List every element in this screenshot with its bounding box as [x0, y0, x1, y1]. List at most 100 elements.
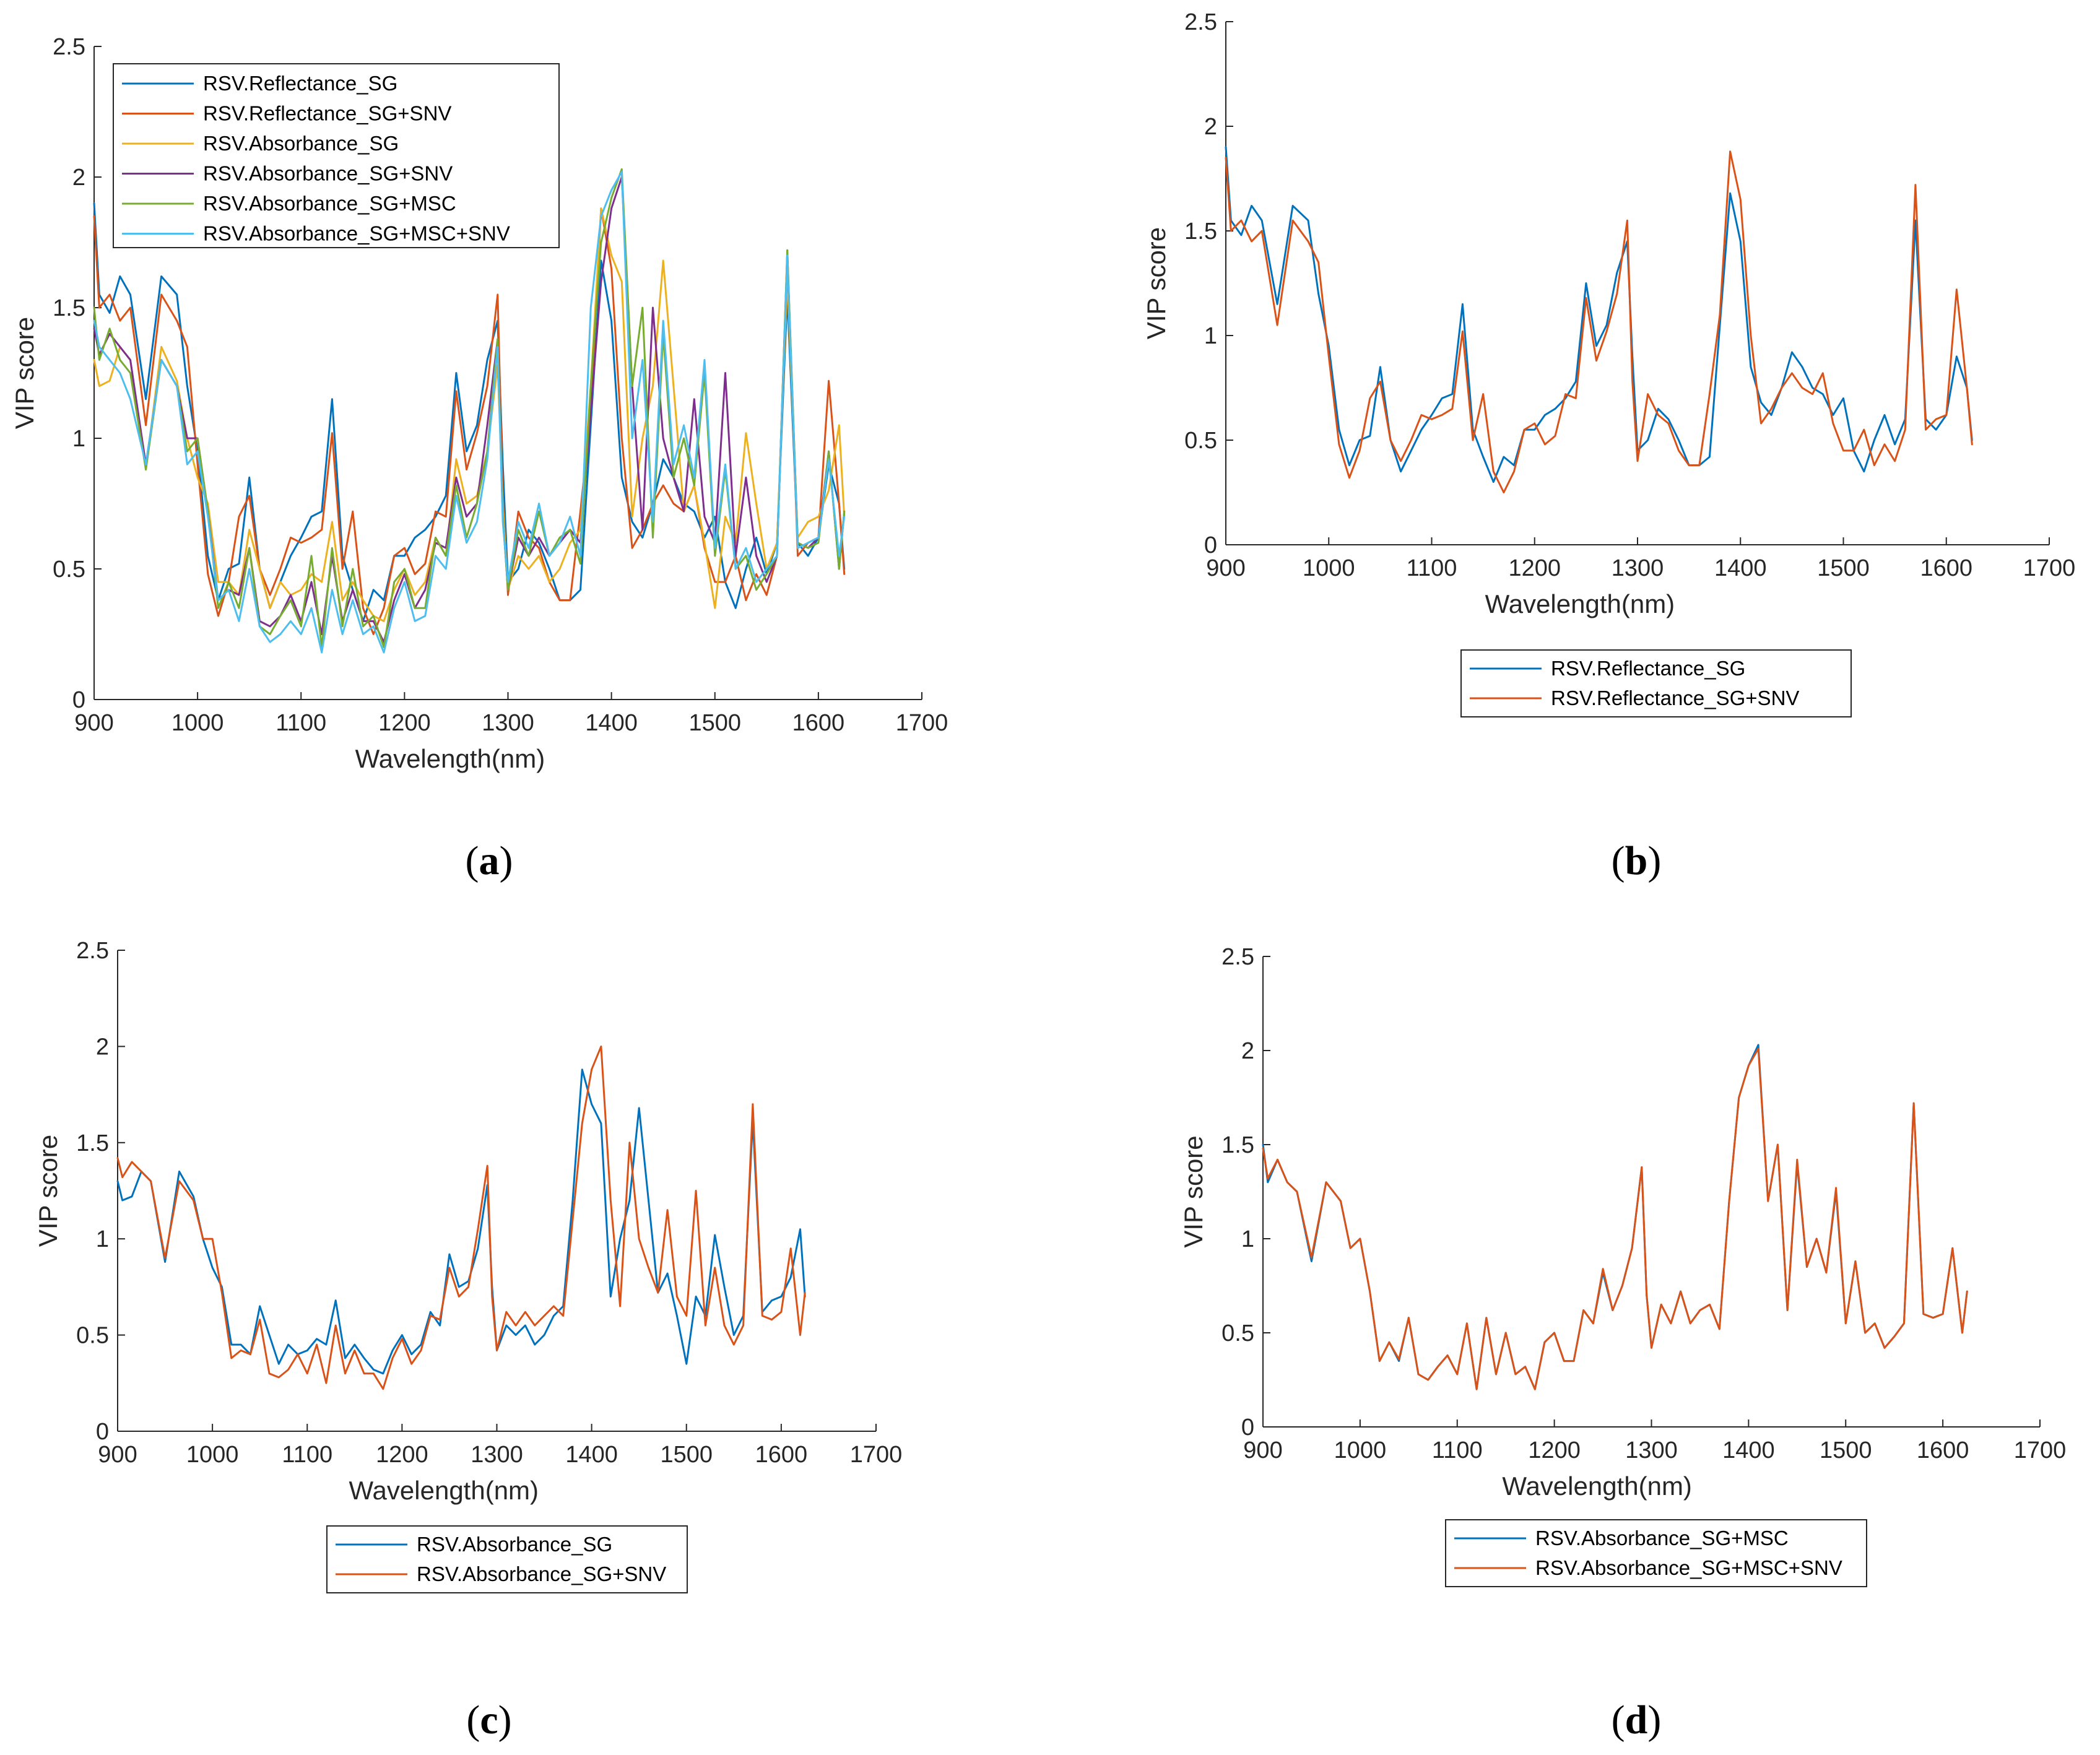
panel-caption: (d): [1612, 1697, 1662, 1743]
x-axis-title: Wavelength(nm): [349, 1476, 539, 1505]
y-tick-label: 2.5: [53, 34, 85, 60]
x-tick-label: 1100: [1407, 555, 1457, 581]
legend-label-1: RSV.Absorbance_SG+MSC: [1535, 1527, 1789, 1549]
y-tick-label: 0.5: [76, 1323, 109, 1349]
x-tick-label: 1000: [171, 710, 224, 736]
x-tick-label: 1100: [282, 1442, 332, 1468]
x-tick-label: 1500: [660, 1442, 713, 1468]
x-tick-label: 1200: [378, 710, 431, 736]
series-line-4: [93, 176, 846, 643]
y-tick-label: 1.5: [1221, 1132, 1254, 1158]
caption-letter: d: [1625, 1697, 1648, 1743]
y-tick-label: 1.5: [1184, 219, 1217, 245]
y-tick-label: 1: [96, 1226, 109, 1252]
caption-open: (: [1612, 1697, 1625, 1743]
y-axis-title: VIP score: [33, 1135, 63, 1247]
x-tick-label: 900: [74, 710, 113, 736]
x-tick-label: 1700: [850, 1442, 903, 1468]
legend-label-2: RSV.Reflectance_SG+SNV: [203, 102, 451, 125]
x-tick-label: 1100: [276, 710, 326, 736]
panel-caption: (c): [466, 1697, 511, 1743]
x-tick-label: 1000: [1334, 1437, 1387, 1463]
legend: RSV.Absorbance_SG+MSC RSV.Absorbance_SG+M…: [1445, 1519, 1867, 1587]
legend-label-6: RSV.Absorbance_SG+MSC+SNV: [203, 222, 510, 245]
y-tick-label: 1.5: [76, 1130, 109, 1156]
x-tick-label: 1000: [1303, 555, 1355, 581]
x-tick-label: 1300: [1612, 555, 1664, 581]
caption-letter: a: [479, 838, 500, 883]
legend-label-2: RSV.Reflectance_SG+SNV: [1551, 687, 1799, 709]
x-tick-label: 1300: [471, 1442, 523, 1468]
x-tick-label: 900: [98, 1442, 137, 1468]
y-axis-title: VIP score: [1179, 1135, 1208, 1247]
x-tick-label: 1100: [1432, 1437, 1483, 1463]
y-tick-label: 0: [1204, 532, 1217, 558]
legend: RSV.Absorbance_SG RSV.Absorbance_SG+SNV: [326, 1525, 688, 1593]
series-line-1: [116, 1068, 806, 1375]
legend: RSV.Reflectance_SG RSV.Reflectance_SG+SNV: [1460, 649, 1852, 717]
x-tick-label: 1300: [1625, 1437, 1678, 1463]
x-tick-label: 1600: [792, 710, 845, 736]
x-tick-label: 1200: [1508, 555, 1561, 581]
x-tick-label: 900: [1206, 555, 1245, 581]
y-axis-title: VIP score: [10, 317, 39, 429]
x-tick-label: 1500: [1820, 1437, 1872, 1463]
y-tick-label: 0: [1241, 1415, 1254, 1441]
x-tick-label: 1600: [1920, 555, 1972, 581]
caption-letter: b: [1625, 838, 1648, 883]
y-tick-label: 0: [72, 687, 85, 713]
chart-panel-b: 900 1000 1100 1200 1300 1400 1500 1600 1700 0 0.5 1…: [1142, 9, 2075, 883]
y-tick-label: 2.5: [76, 938, 109, 964]
x-axis-title: Wavelength(nm): [1485, 589, 1675, 618]
legend-label-2: RSV.Absorbance_SG+SNV: [417, 1562, 666, 1585]
caption-close: ): [1647, 1697, 1661, 1743]
x-axis-title: Wavelength(nm): [355, 744, 545, 773]
series-line-2: [93, 207, 846, 635]
y-tick-label: 0.5: [53, 557, 85, 583]
x-tick-label: 1400: [1722, 1437, 1775, 1463]
y-tick-label: 0.5: [1184, 428, 1217, 454]
series-line-2: [116, 1045, 806, 1390]
x-tick-label: 1400: [585, 710, 638, 736]
y-tick-label: 2: [1241, 1038, 1254, 1064]
y-tick-label: 1: [1241, 1226, 1254, 1252]
x-tick-label: 1300: [482, 710, 534, 736]
x-tick-label: 1400: [1714, 555, 1767, 581]
x-tick-label: 1500: [688, 710, 741, 736]
x-tick-label: 1700: [2023, 555, 2076, 581]
y-tick-label: 0.5: [1221, 1320, 1254, 1346]
legend-label-1: RSV.Reflectance_SG: [203, 72, 397, 95]
y-tick-label: 2: [1204, 114, 1217, 140]
x-tick-label: 1200: [376, 1442, 428, 1468]
chart-panel-c: 900 1000 1100 1200 1300 1400 1500 1600 1700 0 0.5 1…: [33, 938, 902, 1743]
x-tick-label: 1200: [1528, 1437, 1581, 1463]
series-line-2: [1225, 150, 1973, 493]
series-line-1: [1262, 1044, 1968, 1390]
legend-box: [1445, 1519, 1867, 1587]
caption-close: ): [500, 838, 513, 883]
series-line-2: [1262, 1047, 1968, 1390]
caption-open: (: [466, 1697, 480, 1743]
y-tick-label: 2: [96, 1034, 109, 1060]
x-axis-title: Wavelength(nm): [1502, 1471, 1692, 1501]
legend-label-1: RSV.Reflectance_SG: [1551, 657, 1745, 680]
y-tick-label: 1: [72, 426, 85, 452]
legend-label-5: RSV.Absorbance_SG+MSC: [203, 192, 456, 215]
x-tick-label: 1000: [186, 1442, 239, 1468]
caption-close: ): [1647, 838, 1661, 883]
x-tick-label: 1600: [1917, 1437, 1969, 1463]
caption-letter: c: [480, 1697, 498, 1743]
legend-box: [326, 1525, 688, 1593]
x-tick-label: 1400: [565, 1442, 618, 1468]
legend-label-2: RSV.Absorbance_SG+MSC+SNV: [1535, 1556, 1842, 1579]
caption-open: (: [1612, 838, 1625, 883]
legend-label-1: RSV.Absorbance_SG: [417, 1533, 612, 1556]
caption-open: (: [466, 838, 479, 883]
y-tick-label: 2: [72, 165, 85, 191]
chart-panel-a: 900 1000 1100 1200 1300 1400 1500 1600 1700 0 0.5 1…: [10, 34, 948, 883]
y-tick-label: 1: [1204, 323, 1217, 349]
panel-caption: (a): [466, 838, 513, 883]
y-axis-title: VIP score: [1142, 227, 1171, 339]
chart-panel-d: 900 1000 1100 1200 1300 1400 1500 1600 1700 0 0.5 1…: [1179, 944, 2066, 1743]
